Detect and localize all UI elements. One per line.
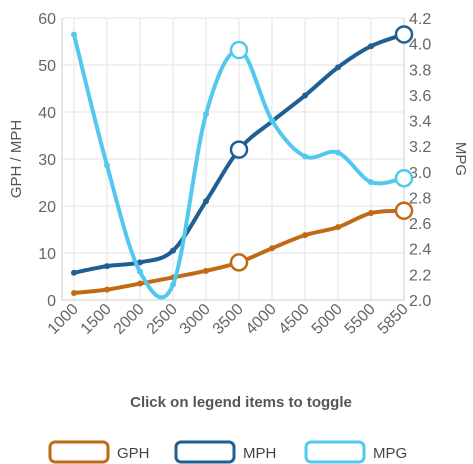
data-point bbox=[368, 179, 374, 186]
left-tick-label: 10 bbox=[38, 246, 56, 263]
data-point bbox=[269, 245, 275, 252]
data-point bbox=[269, 117, 275, 124]
highlight-point bbox=[229, 140, 249, 159]
highlight-point bbox=[394, 201, 414, 220]
right-tick-label: 3.6 bbox=[409, 88, 431, 105]
left-tick-label: 40 bbox=[38, 105, 56, 122]
x-tick-label: 3500 bbox=[210, 301, 247, 338]
left-tick-label: 50 bbox=[38, 58, 56, 75]
data-point bbox=[302, 232, 308, 239]
right-tick-label: 3.4 bbox=[409, 114, 431, 131]
legend-label: MPH bbox=[243, 445, 276, 462]
x-tick-label: 4000 bbox=[243, 301, 280, 338]
highlight-point bbox=[229, 40, 249, 60]
series-gph bbox=[71, 201, 414, 296]
data-point bbox=[71, 289, 77, 296]
x-tick-label: 5500 bbox=[342, 301, 379, 338]
legend-item-gph[interactable]: GPH bbox=[48, 440, 150, 464]
data-point bbox=[104, 286, 110, 293]
x-tick-label: 5850 bbox=[375, 301, 412, 338]
left-tick-label: 0 bbox=[47, 293, 56, 310]
legend-swatch bbox=[304, 440, 366, 464]
right-tick-label: 2.6 bbox=[409, 216, 431, 233]
data-point bbox=[137, 268, 143, 275]
data-point bbox=[170, 281, 176, 288]
x-axis-ticks: 1000150020002500300035004000450050005500… bbox=[45, 301, 412, 338]
left-tick-label: 20 bbox=[38, 199, 56, 216]
data-point bbox=[302, 153, 308, 160]
legend-label: GPH bbox=[117, 445, 150, 462]
right-axis-ticks: 2.0 2.2 2.4 2.6 2.8 3.0 3.2 3.4 3.6 3.8 4.0 4.2 bbox=[409, 11, 431, 310]
x-tick-label: 4500 bbox=[276, 301, 313, 338]
right-tick-label: 2.2 bbox=[409, 267, 431, 284]
series-mpg bbox=[71, 31, 414, 300]
right-axis-title: MPG bbox=[452, 142, 469, 176]
right-tick-label: 2.4 bbox=[409, 242, 431, 259]
x-tick-label: 5000 bbox=[309, 301, 346, 338]
data-point bbox=[335, 64, 341, 71]
data-point bbox=[203, 198, 209, 205]
data-point bbox=[71, 31, 77, 38]
right-tick-label: 3.0 bbox=[409, 165, 431, 182]
legend-item-mph[interactable]: MPH bbox=[174, 440, 276, 464]
right-tick-label: 4.2 bbox=[409, 11, 431, 28]
left-tick-label: 30 bbox=[38, 152, 56, 169]
legend-label: MPG bbox=[373, 445, 407, 462]
data-point bbox=[170, 247, 176, 254]
left-axis-title: GPH / MPH bbox=[8, 120, 25, 198]
data-point bbox=[203, 267, 209, 274]
x-tick-label: 2000 bbox=[111, 301, 148, 338]
legend-swatch bbox=[48, 440, 110, 464]
data-point bbox=[302, 92, 308, 99]
series-layer bbox=[71, 25, 414, 300]
legend-item-mpg[interactable]: MPG bbox=[304, 440, 407, 464]
x-tick-label: 1500 bbox=[78, 301, 115, 338]
right-tick-label: 2.8 bbox=[409, 190, 431, 207]
data-point bbox=[137, 280, 143, 287]
legend-swatch bbox=[174, 440, 236, 464]
legend: GPH MPH MPG bbox=[48, 440, 407, 464]
x-tick-label: 3000 bbox=[177, 301, 214, 338]
left-tick-label: 60 bbox=[38, 11, 56, 28]
data-point bbox=[104, 263, 110, 270]
right-tick-label: 2.0 bbox=[409, 293, 431, 310]
right-tick-label: 3.2 bbox=[409, 139, 431, 156]
highlight-point bbox=[394, 168, 414, 188]
left-axis-ticks: 0 10 20 30 40 50 60 bbox=[38, 11, 56, 310]
series-mph bbox=[71, 25, 414, 276]
right-tick-label: 3.8 bbox=[409, 62, 431, 79]
data-point bbox=[368, 210, 374, 217]
legend-hint-text: Click on legend items to toggle bbox=[130, 394, 352, 411]
data-point bbox=[335, 149, 341, 156]
data-point bbox=[104, 162, 110, 169]
highlight-point bbox=[229, 253, 249, 272]
data-point bbox=[203, 111, 209, 118]
x-tick-label: 2500 bbox=[144, 301, 181, 338]
data-point bbox=[335, 224, 341, 231]
chart-grid bbox=[61, 17, 405, 301]
right-tick-label: 4.0 bbox=[409, 37, 431, 54]
data-point bbox=[71, 269, 77, 276]
highlight-point bbox=[394, 25, 414, 44]
data-point bbox=[368, 43, 374, 50]
data-point bbox=[137, 259, 143, 266]
